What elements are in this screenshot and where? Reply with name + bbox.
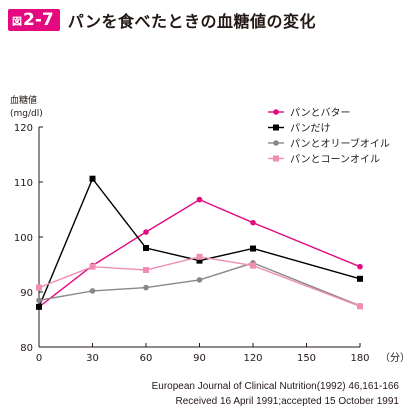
y-tick-label: 90 — [20, 288, 33, 299]
data-point-circle — [196, 196, 203, 203]
data-point-square — [250, 262, 256, 269]
chart-title: パンを食べたときの血糖値の変化 — [67, 12, 317, 31]
series-line — [38, 198, 361, 308]
figure-prefix: 図 — [12, 17, 22, 28]
y-axis-label: 血糖値 — [10, 94, 37, 106]
data-point-square — [357, 303, 363, 310]
legend-marker-square — [273, 124, 279, 131]
data-point-square — [36, 303, 42, 310]
y-tick-label: 110 — [14, 178, 33, 189]
figure-header: 図 2-7 パンを食べたときの血糖値の変化 — [8, 8, 316, 32]
source-line-1: European Journal of Clinical Nutrition(1… — [151, 381, 399, 392]
x-tick-label: 120 — [243, 353, 262, 364]
data-point-square — [89, 263, 96, 270]
legend-label: パンとバター — [290, 107, 351, 119]
legend-marker-circle — [273, 109, 279, 115]
data-point-square — [36, 284, 42, 291]
x-tick-label: 180 — [350, 353, 369, 364]
data-point-square — [250, 245, 256, 252]
figure-badge: 図 2-7 — [8, 9, 60, 31]
x-tick-label: 0 — [36, 353, 42, 364]
data-point-circle — [143, 229, 149, 235]
series-line — [38, 256, 361, 307]
x-tick-label: 150 — [297, 353, 316, 364]
series-line — [38, 262, 361, 307]
data-point-circle — [196, 277, 203, 283]
x-tick-label: 60 — [140, 353, 153, 364]
data-point-square — [89, 175, 96, 182]
legend-label: パンだけ — [290, 123, 331, 135]
x-tick-label: 30 — [86, 353, 99, 364]
y-tick-label: 80 — [20, 343, 33, 354]
legend-label: パンとコーンオイル — [290, 154, 380, 166]
legend-marker-circle — [273, 140, 279, 146]
data-point-square — [143, 245, 149, 251]
y-tick-label: 120 — [14, 123, 33, 134]
y-axis-unit: (mg/dl) — [10, 109, 43, 119]
data-point-circle — [36, 297, 42, 304]
data-point-circle — [89, 288, 96, 294]
legend-marker-square — [273, 155, 279, 162]
x-tick-label: 90 — [193, 353, 206, 364]
data-point-circle — [250, 219, 256, 226]
legend-label: パンとオリーブオイル — [290, 137, 390, 150]
data-point-square — [357, 275, 363, 282]
figure-number: 2-7 — [23, 10, 54, 30]
data-point-square — [196, 253, 203, 260]
source-line-2: Received 16 April 1991;accepted 15 Octob… — [175, 396, 400, 407]
data-point-square — [143, 267, 149, 273]
data-point-circle — [143, 284, 149, 291]
data-point-square — [196, 257, 203, 264]
x-axis-unit: （分） — [380, 352, 409, 364]
y-tick-label: 100 — [14, 233, 33, 244]
series-line — [38, 177, 361, 308]
data-point-circle — [357, 263, 363, 270]
